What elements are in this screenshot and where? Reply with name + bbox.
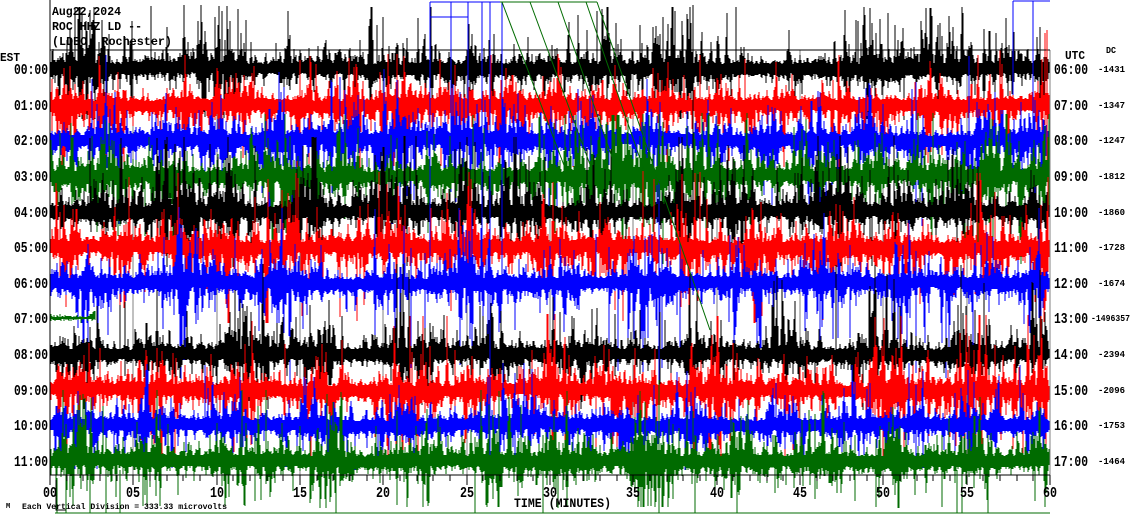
svg-text:07:00: 07:00 [1054,98,1088,115]
svg-text:25: 25 [460,485,474,502]
svg-text:-1431: -1431 [1098,65,1126,75]
svg-text:-2394: -2394 [1098,350,1126,360]
svg-text:-1464: -1464 [1098,457,1126,467]
svg-text:10: 10 [210,485,224,502]
svg-text:06:00: 06:00 [1054,62,1088,79]
svg-text:-1860: -1860 [1098,208,1125,218]
svg-text:30: 30 [543,485,557,502]
svg-text:00: 00 [43,485,57,502]
svg-text:-1812: -1812 [1098,172,1125,182]
svg-text:UTC: UTC [1065,50,1085,63]
svg-text:20: 20 [376,485,390,502]
svg-text:Aug22,2024: Aug22,2024 [52,6,121,19]
svg-text:(LDEO: Rochester): (LDEO: Rochester) [52,36,172,49]
svg-text:09:00: 09:00 [14,383,48,400]
svg-text:13:00: 13:00 [1054,311,1088,328]
svg-text:02:00: 02:00 [14,133,48,150]
svg-text:-1496357: -1496357 [1091,314,1130,324]
svg-text:-2096: -2096 [1098,386,1125,396]
svg-text:40: 40 [710,485,724,502]
svg-text:-1753: -1753 [1098,421,1125,431]
svg-text:05: 05 [126,485,140,502]
svg-text:08:00: 08:00 [14,347,48,364]
svg-text:00:00: 00:00 [14,62,48,79]
svg-text:10:00: 10:00 [1054,205,1088,222]
svg-text:11:00: 11:00 [14,454,48,471]
svg-text:09:00: 09:00 [1054,169,1088,186]
svg-text:-1728: -1728 [1098,243,1125,253]
svg-text:35: 35 [626,485,640,502]
svg-text:06:00: 06:00 [14,276,48,293]
svg-text:05:00: 05:00 [14,240,48,257]
svg-text:ROC HHZ LD --: ROC HHZ LD -- [52,21,142,34]
svg-text:60: 60 [1043,485,1057,502]
svg-text:45: 45 [793,485,807,502]
svg-text:DC: DC [1106,46,1117,56]
svg-text:10:00: 10:00 [14,418,48,435]
svg-text:15: 15 [293,485,307,502]
svg-text:EST: EST [0,52,20,65]
svg-text:08:00: 08:00 [1054,133,1088,150]
svg-text:-1347: -1347 [1098,101,1125,111]
svg-text:03:00: 03:00 [14,169,48,186]
svg-text:04:00: 04:00 [14,205,48,222]
svg-text:TIME (MINUTES): TIME (MINUTES) [514,496,611,511]
svg-text:M: M [6,503,10,511]
svg-text:-1674: -1674 [1098,279,1126,289]
svg-text:-1247: -1247 [1098,136,1125,146]
svg-text:17:00: 17:00 [1054,454,1088,471]
svg-text:01:00: 01:00 [14,98,48,115]
svg-text:07:00: 07:00 [14,311,48,328]
svg-text:Each Vertical Division = 333.: Each Vertical Division = 333.33 microvol… [22,502,227,512]
svg-text:55: 55 [960,485,974,502]
svg-text:12:00: 12:00 [1054,276,1088,293]
svg-text:15:00: 15:00 [1054,383,1088,400]
svg-text:11:00: 11:00 [1054,240,1088,257]
svg-text:16:00: 16:00 [1054,418,1088,435]
svg-text:14:00: 14:00 [1054,347,1088,364]
svg-text:50: 50 [876,485,890,502]
